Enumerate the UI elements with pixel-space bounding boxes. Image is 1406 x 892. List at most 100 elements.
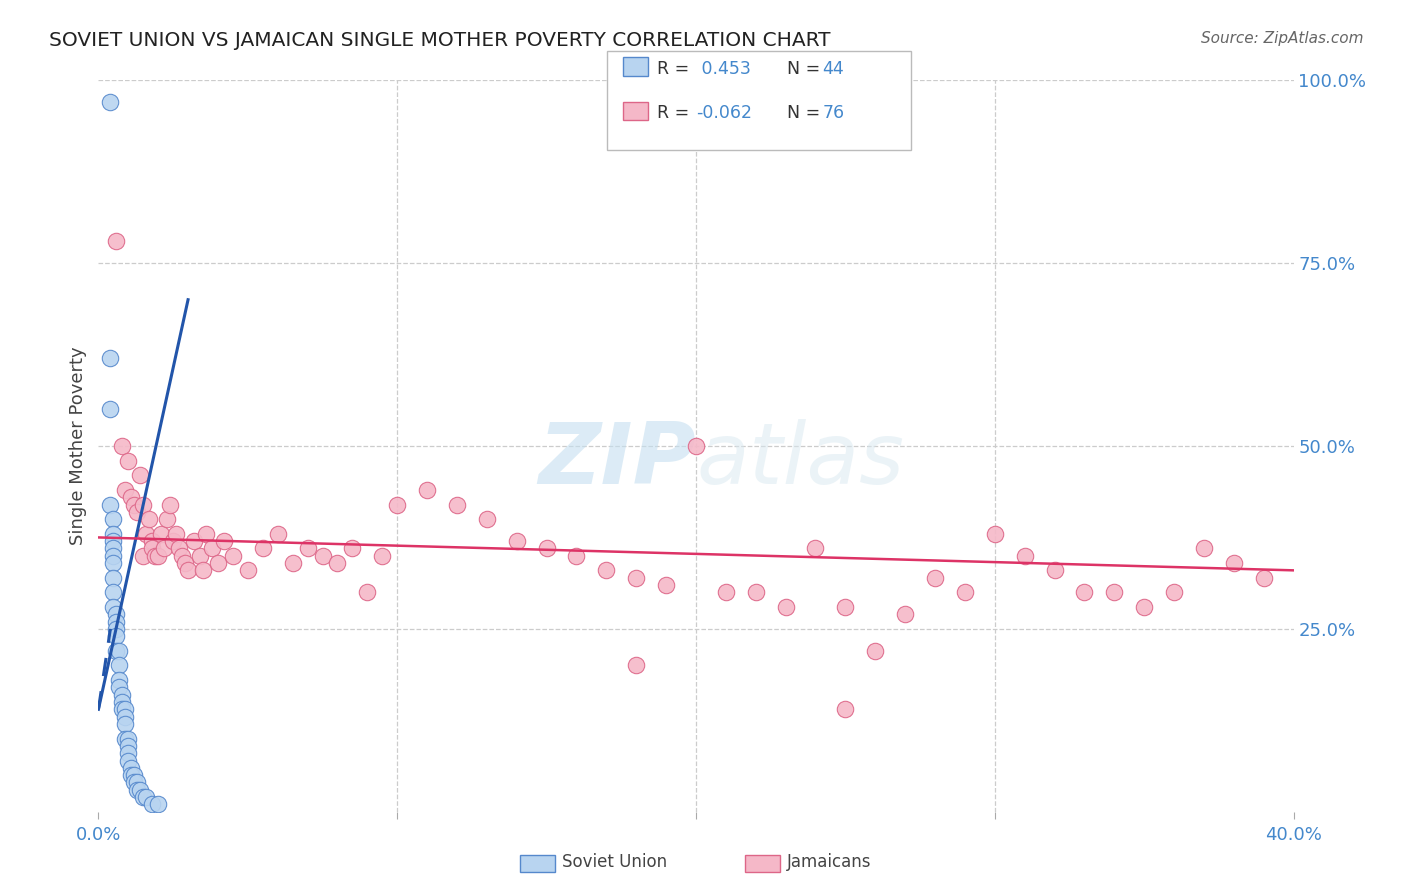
Point: [222, 549, 245, 563]
Point: [172, 549, 194, 563]
Text: Jamaicans: Jamaicans: [787, 853, 872, 871]
Point: [150, 526, 173, 541]
Point: [159, 498, 181, 512]
Point: [108, 681, 131, 695]
Point: [148, 797, 170, 812]
Point: [1163, 585, 1185, 599]
Point: [775, 599, 797, 614]
Point: [626, 658, 648, 673]
Text: R =: R =: [657, 60, 695, 78]
Point: [111, 695, 134, 709]
Point: [626, 571, 648, 585]
Point: [195, 526, 218, 541]
Point: [114, 717, 136, 731]
Text: N =: N =: [776, 104, 825, 122]
Point: [191, 563, 214, 577]
Point: [326, 556, 349, 570]
Text: N =: N =: [776, 60, 825, 78]
Point: [371, 549, 394, 563]
Point: [188, 549, 211, 563]
Point: [984, 526, 1007, 541]
Point: [132, 790, 155, 805]
Text: R =: R =: [657, 104, 695, 122]
Point: [595, 563, 617, 577]
Point: [132, 549, 155, 563]
Point: [156, 512, 179, 526]
Point: [924, 571, 946, 585]
Point: [111, 702, 134, 716]
Point: [141, 534, 163, 549]
Point: [105, 622, 128, 636]
Point: [536, 541, 558, 556]
Point: [105, 615, 128, 629]
Point: [120, 761, 142, 775]
Point: [865, 644, 887, 658]
Point: [714, 585, 737, 599]
Point: [1253, 571, 1275, 585]
Point: [127, 782, 149, 797]
Point: [98, 351, 122, 366]
Point: [475, 512, 498, 526]
Point: [120, 490, 142, 504]
Text: 44: 44: [823, 60, 844, 78]
Point: [114, 483, 136, 497]
Point: [135, 790, 157, 805]
Point: [1133, 599, 1156, 614]
Point: [236, 563, 259, 577]
Point: [103, 585, 125, 599]
Text: Soviet Union: Soviet Union: [562, 853, 668, 871]
Point: [111, 439, 134, 453]
Point: [98, 95, 122, 110]
Point: [207, 556, 229, 570]
Point: [114, 709, 136, 723]
Point: [183, 534, 205, 549]
Point: [132, 498, 155, 512]
Point: [167, 541, 190, 556]
Point: [117, 739, 139, 753]
Text: ZIP: ZIP: [538, 419, 696, 502]
Text: atlas: atlas: [696, 419, 904, 502]
Point: [834, 599, 856, 614]
Point: [141, 797, 163, 812]
Point: [103, 534, 125, 549]
Point: [745, 585, 768, 599]
Point: [120, 768, 142, 782]
Point: [212, 534, 235, 549]
Point: [105, 607, 128, 622]
Point: [114, 702, 136, 716]
Y-axis label: Single Mother Poverty: Single Mother Poverty: [69, 347, 87, 545]
Point: [1014, 549, 1036, 563]
Point: [117, 453, 139, 467]
Point: [162, 534, 184, 549]
Point: [506, 534, 529, 549]
Point: [153, 541, 176, 556]
Point: [135, 526, 157, 541]
Text: Source: ZipAtlas.com: Source: ZipAtlas.com: [1201, 31, 1364, 46]
Point: [103, 599, 125, 614]
Point: [148, 549, 170, 563]
Point: [252, 541, 274, 556]
Point: [117, 754, 139, 768]
Point: [127, 505, 149, 519]
Point: [685, 439, 707, 453]
Point: [165, 526, 187, 541]
Point: [117, 731, 139, 746]
Point: [894, 607, 917, 622]
Point: [1043, 563, 1066, 577]
Point: [127, 775, 149, 789]
Point: [1073, 585, 1095, 599]
Point: [117, 746, 139, 760]
Point: [416, 483, 439, 497]
Text: 76: 76: [823, 104, 845, 122]
Point: [114, 731, 136, 746]
Point: [804, 541, 827, 556]
Point: [105, 234, 128, 248]
Point: [1104, 585, 1126, 599]
Point: [655, 578, 678, 592]
Point: [342, 541, 364, 556]
Point: [129, 782, 152, 797]
Point: [1223, 556, 1246, 570]
Point: [124, 768, 146, 782]
Point: [98, 498, 122, 512]
Point: [281, 556, 304, 570]
